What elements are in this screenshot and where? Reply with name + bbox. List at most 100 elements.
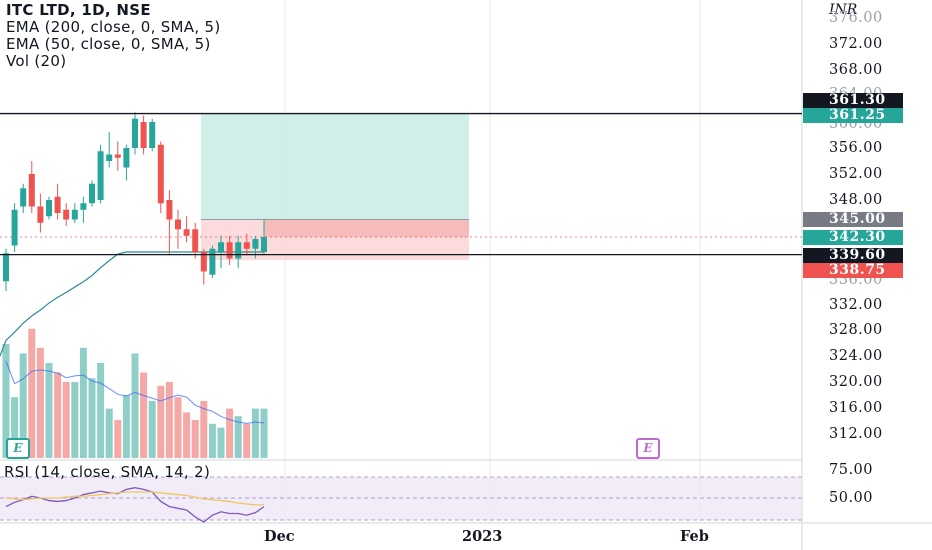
candle-body [157, 144, 164, 204]
candle-body [80, 203, 87, 210]
candle-body [252, 239, 259, 249]
candle-body [218, 242, 224, 252]
time-axis[interactable]: Dec 2023 Feb [0, 523, 800, 550]
price-tick: 348.00 [829, 192, 883, 208]
chart-legend[interactable]: ITC LTD, 1D, NSE EMA (200, close, 0, SMA… [6, 2, 220, 70]
volume-bar [105, 408, 113, 458]
volume-ma-line [5, 360, 265, 424]
rsi-tick: 50.00 [829, 490, 874, 506]
candle-body [149, 122, 156, 148]
candle-body [97, 151, 104, 200]
line-low-price-badge[interactable]: 339.60 [803, 248, 903, 263]
time-label-feb: Feb [680, 528, 709, 545]
ema-line [0, 251, 264, 357]
ema200-legend[interactable]: EMA (200, close, 0, SMA, 5) [6, 18, 221, 36]
volume-bar [11, 397, 19, 458]
price-tick: 332.00 [829, 297, 883, 313]
candle-body [226, 242, 233, 259]
earnings-marker-right[interactable]: E [636, 438, 660, 459]
time-label-dec: Dec [264, 528, 295, 545]
rsi-line [5, 487, 265, 523]
candle-body [71, 209, 78, 220]
volume-bar [71, 382, 79, 458]
volume-legend[interactable]: Vol (20) [6, 52, 67, 70]
volume-bar [36, 347, 44, 458]
volume-bar [183, 412, 191, 458]
price-tick: 376.00 [829, 10, 883, 26]
volume-bar [122, 395, 130, 458]
candle-body [63, 209, 70, 220]
price-tick: 328.00 [829, 322, 883, 338]
candle-body [235, 242, 242, 259]
time-label-2023: 2023 [462, 528, 503, 545]
line-high-price-badge[interactable]: 361.30 [803, 93, 903, 108]
volume-bar [200, 401, 208, 458]
volume-bar [88, 378, 96, 458]
price-tick: 372.00 [829, 36, 883, 52]
current-pnl-zone [264, 219, 469, 238]
candle-body [140, 122, 147, 148]
candle-body [261, 237, 267, 252]
volume-bar [62, 382, 70, 458]
candle-body [89, 183, 95, 204]
volume-bar [191, 420, 199, 458]
volume-bar [217, 427, 225, 458]
candle-body [166, 200, 173, 220]
candle-body [11, 209, 18, 246]
price-tick: 316.00 [829, 400, 883, 416]
volume-bar [148, 401, 156, 458]
volume-bar [260, 408, 268, 458]
volume-bar [79, 347, 87, 458]
volume-bar [114, 420, 122, 458]
volume-bar [97, 363, 105, 458]
volume-bar [165, 382, 173, 458]
candle-body [243, 242, 250, 249]
candle-body [192, 229, 199, 252]
price-tick: 320.00 [829, 374, 883, 390]
price-axis[interactable]: INR 376.00 372.00 368.00 364.00 360.00 3… [803, 0, 932, 550]
candle-body [132, 118, 138, 148]
volume-bar [2, 344, 10, 458]
candle-body [3, 253, 9, 282]
currency-label: INR [829, 2, 858, 18]
price-tick: 356.00 [829, 140, 883, 156]
candle-body [20, 188, 27, 207]
volume-bar [208, 423, 216, 458]
volume-bar [54, 372, 62, 458]
candle-body [54, 196, 61, 213]
price-tick: 352.00 [829, 166, 883, 182]
rsi-tick: 75.00 [829, 462, 874, 478]
volume-bar [19, 353, 27, 458]
price-tick: 312.00 [829, 426, 883, 442]
candle-body [37, 206, 44, 223]
volume-bar [131, 353, 139, 458]
ema50-legend[interactable]: EMA (50, close, 0, SMA, 5) [6, 35, 211, 53]
stop-price-badge[interactable]: 338.75 [803, 263, 903, 278]
volume-bar [140, 372, 148, 458]
profit-zone [201, 113, 469, 220]
price-tick: 324.00 [829, 348, 883, 364]
target-price-badge[interactable]: 361.25 [803, 108, 903, 123]
candle-body [200, 252, 207, 272]
price-tick: 368.00 [829, 62, 883, 78]
candle-body [114, 154, 121, 158]
volume-bar [243, 423, 251, 458]
volume-bar [174, 397, 182, 458]
rsi-legend[interactable]: RSI (14, close, SMA, 14, 2) [4, 463, 211, 481]
candle-body [123, 148, 130, 168]
candle-body [209, 248, 216, 275]
candle-body [106, 154, 113, 161]
symbol-title[interactable]: ITC LTD, 1D, NSE [6, 1, 151, 19]
earnings-marker-left[interactable]: E [6, 438, 30, 459]
volume-bar [251, 408, 259, 458]
volume-bar [157, 385, 165, 458]
volume-bar [28, 328, 36, 458]
candle-body [28, 174, 35, 207]
candle-body [183, 229, 190, 236]
rsi-ma-line [5, 491, 264, 506]
entry-price-badge[interactable]: 345.00 [803, 212, 903, 227]
last-price-badge[interactable]: 342.30 [803, 230, 903, 245]
volume-bar [234, 416, 242, 458]
